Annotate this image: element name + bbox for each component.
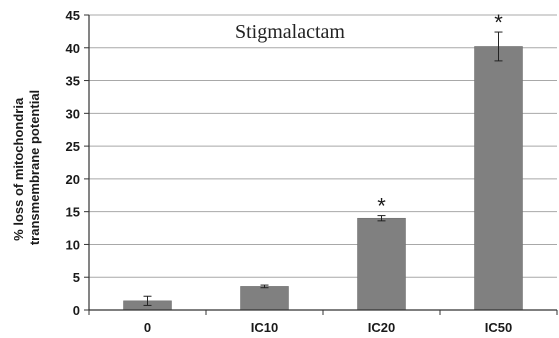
y-tick-label: 0	[73, 303, 80, 318]
y-tick-label: 20	[66, 172, 80, 187]
axes	[84, 14, 558, 315]
x-tick-label: IC50	[485, 320, 512, 335]
y-tick-label: 5	[73, 270, 80, 285]
y-axis-title-line-2: transmembrane potential	[27, 90, 42, 245]
y-tick-labels: 0 5 10 15 20 25 30 35 40 45	[66, 8, 80, 318]
bar	[240, 286, 289, 311]
bar	[357, 217, 406, 311]
significance-star: *	[494, 10, 503, 35]
y-tick-label: 15	[66, 205, 80, 220]
x-tick-label: IC10	[251, 320, 278, 335]
y-tick-label: 25	[66, 139, 80, 154]
error-bars	[143, 31, 503, 306]
chart-title: Stigmalactam	[235, 21, 345, 43]
y-tick-label: 10	[66, 237, 80, 252]
y-tick-label: 45	[66, 8, 80, 23]
significance-star: *	[377, 194, 386, 219]
bars	[123, 46, 523, 311]
gridlines	[89, 14, 557, 278]
y-tick-label: 40	[66, 41, 80, 56]
x-tick-labels: 0 IC10 IC20 IC50	[144, 320, 512, 335]
bar	[474, 46, 523, 311]
x-tick-label: 0	[144, 320, 151, 335]
significance-markers: **	[377, 10, 503, 219]
y-tick-label: 30	[66, 106, 80, 121]
y-axis-title: % loss of mitochondria transmembrane pot…	[11, 90, 42, 245]
y-tick-label: 35	[66, 74, 80, 89]
x-tick-label: IC20	[368, 320, 395, 335]
y-axis-title-line-1: % loss of mitochondria	[11, 97, 26, 241]
